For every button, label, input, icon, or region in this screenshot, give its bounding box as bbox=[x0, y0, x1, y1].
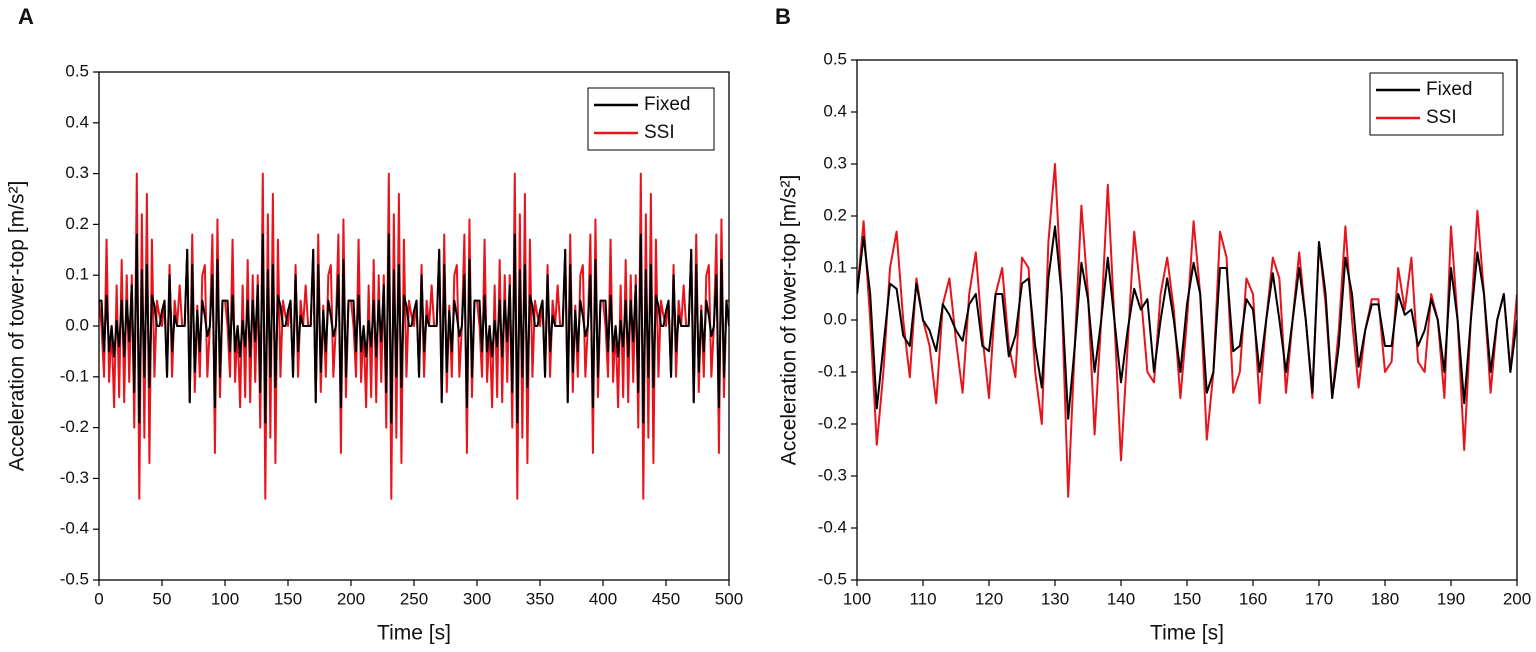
legend-label: Fixed bbox=[644, 94, 690, 115]
legend-label: Fixed bbox=[1426, 79, 1472, 100]
panel-label: B bbox=[775, 4, 791, 29]
x-tick-label: 130 bbox=[1041, 589, 1069, 608]
legend-label: SSI bbox=[644, 122, 675, 143]
x-tick-label: 50 bbox=[153, 589, 172, 608]
x-tick-label: 250 bbox=[400, 589, 428, 608]
y-tick-label: -0.5 bbox=[818, 569, 847, 588]
x-tick-label: 400 bbox=[589, 589, 617, 608]
y-tick-label: 0.2 bbox=[823, 205, 847, 224]
y-tick-label: 0.5 bbox=[65, 61, 89, 80]
x-tick-label: 190 bbox=[1437, 589, 1465, 608]
y-tick-label: -0.4 bbox=[60, 519, 89, 538]
x-tick-label: 110 bbox=[909, 589, 936, 608]
plot-frame bbox=[98, 71, 730, 581]
x-tick-label: 200 bbox=[337, 589, 365, 608]
legend-box bbox=[587, 87, 715, 151]
y-tick-label: -0.2 bbox=[60, 417, 89, 436]
y-tick-label: 0.1 bbox=[823, 257, 847, 276]
data-line bbox=[99, 233, 729, 424]
y-axis-title: Acceleration of tower-top [m/s²] bbox=[6, 181, 29, 472]
y-tick-label: 0.0 bbox=[823, 309, 847, 328]
plot-frame bbox=[856, 59, 1518, 581]
x-axis-title: Time [s] bbox=[377, 622, 451, 645]
y-tick-label: -0.3 bbox=[60, 468, 89, 487]
y-tick-label: -0.4 bbox=[818, 517, 847, 536]
y-tick-label: 0.5 bbox=[823, 49, 847, 68]
x-tick-label: 450 bbox=[652, 589, 680, 608]
legend-box bbox=[1369, 72, 1504, 136]
x-tick-label: 150 bbox=[1173, 589, 1201, 608]
x-tick-label: 300 bbox=[463, 589, 491, 608]
x-tick-label: 100 bbox=[843, 589, 871, 608]
x-tick-label: 100 bbox=[211, 589, 239, 608]
panel-label: A bbox=[18, 4, 34, 29]
data-line bbox=[99, 172, 729, 500]
x-tick-label: 500 bbox=[715, 589, 743, 608]
x-tick-label: 120 bbox=[975, 589, 1003, 608]
x-tick-label: 200 bbox=[1503, 589, 1531, 608]
y-tick-label: -0.2 bbox=[818, 413, 847, 432]
x-tick-label: 180 bbox=[1371, 589, 1399, 608]
data-line bbox=[857, 163, 1517, 498]
x-tick-label: 160 bbox=[1239, 589, 1267, 608]
y-tick-label: 0.1 bbox=[65, 265, 89, 284]
x-tick-label: 0 bbox=[94, 589, 103, 608]
y-tick-label: 0.4 bbox=[65, 112, 89, 131]
y-tick-label: 0.4 bbox=[823, 101, 847, 120]
x-tick-label: 150 bbox=[274, 589, 302, 608]
legend-label: SSI bbox=[1426, 107, 1457, 128]
y-tick-label: -0.1 bbox=[60, 366, 89, 385]
y-tick-label: 0.3 bbox=[823, 153, 847, 172]
data-line bbox=[857, 225, 1517, 420]
x-tick-label: 350 bbox=[526, 589, 554, 608]
x-tick-label: 140 bbox=[1107, 589, 1135, 608]
y-tick-label: -0.1 bbox=[818, 361, 847, 380]
x-axis-title: Time [s] bbox=[1150, 622, 1224, 645]
y-tick-label: 0.0 bbox=[65, 315, 89, 334]
y-tick-label: 0.3 bbox=[65, 163, 89, 182]
y-tick-label: 0.2 bbox=[65, 214, 89, 233]
y-tick-label: -0.3 bbox=[818, 465, 847, 484]
x-tick-label: 170 bbox=[1305, 589, 1333, 608]
y-tick-label: -0.5 bbox=[60, 569, 89, 588]
y-axis-title: Acceleration of tower-top [m/s²] bbox=[778, 175, 801, 466]
